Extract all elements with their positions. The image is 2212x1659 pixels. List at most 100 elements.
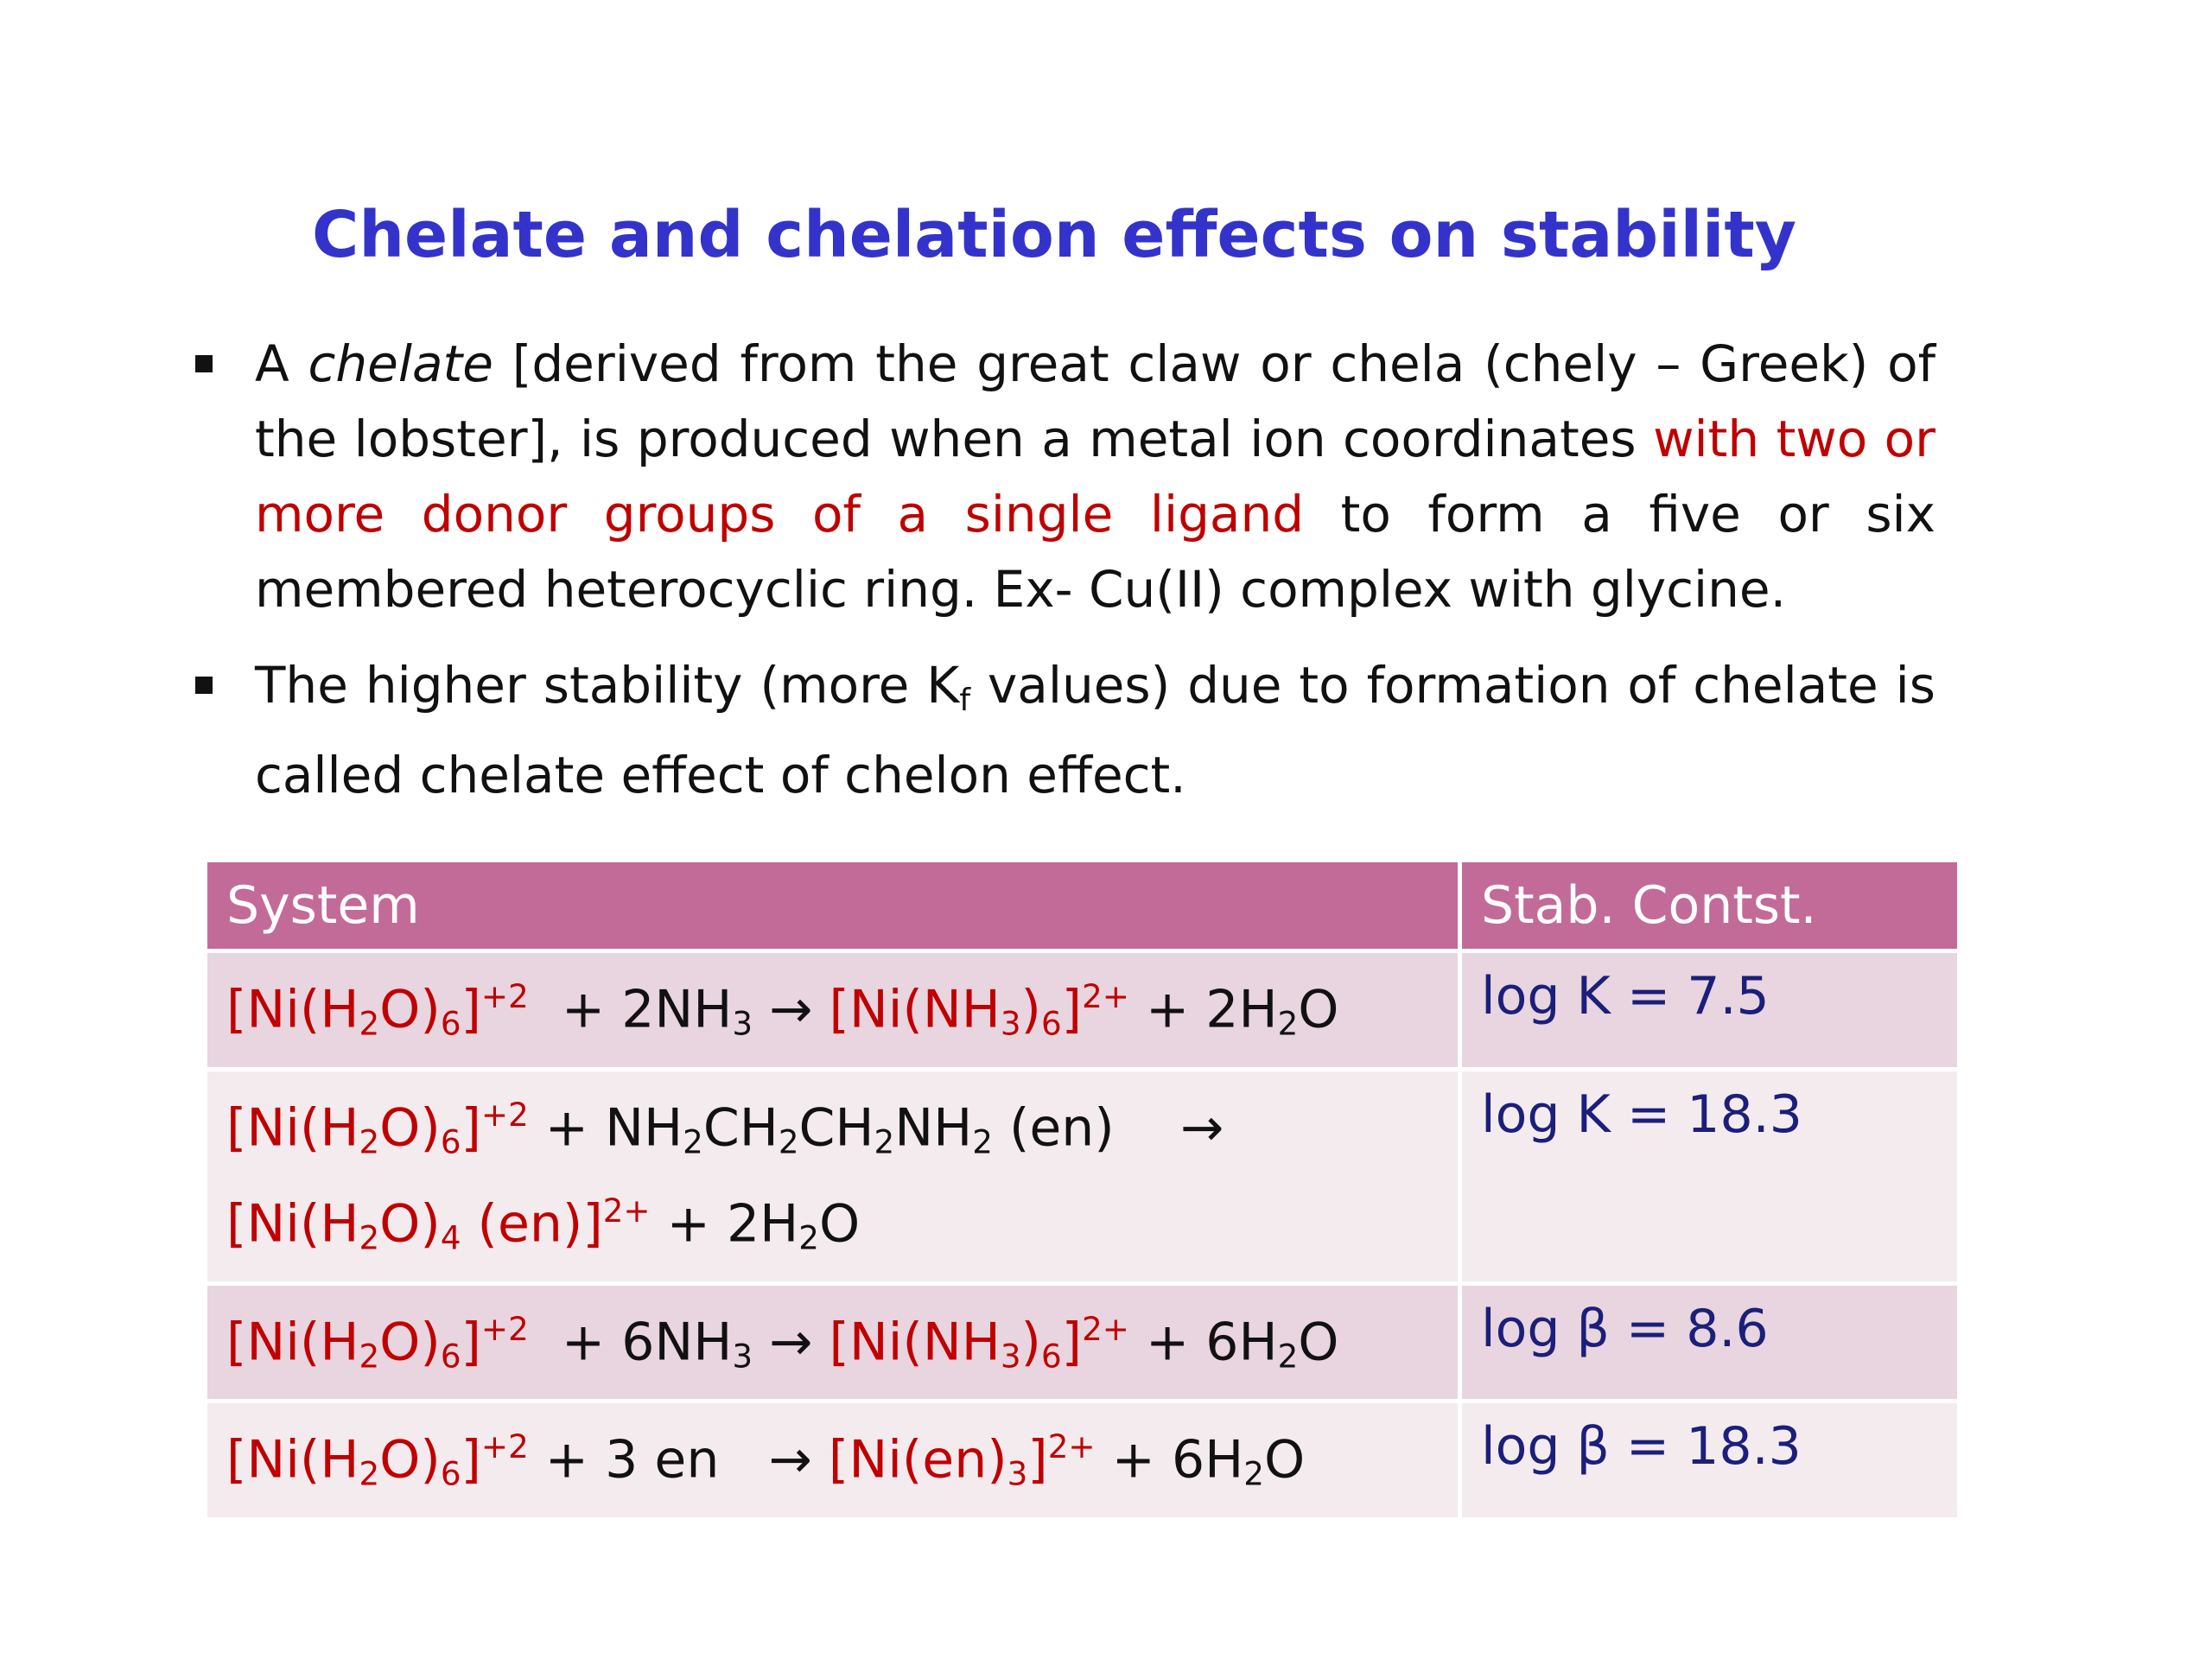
equation-subscript: 2 [778, 1122, 799, 1161]
equation-segment: ) [1020, 979, 1041, 1040]
equation-subscript: 2 [683, 1122, 703, 1161]
equation-subscript: 2 [874, 1122, 895, 1161]
equation-segment: ) [1020, 1312, 1041, 1373]
equation-segment: ] [461, 1429, 481, 1491]
equation-segment: [Ni(H [226, 1096, 359, 1158]
equation-subscript: 6 [1040, 1004, 1062, 1043]
equation-superscript: 2+ [1082, 977, 1129, 1015]
equation-segment: + 6H [1128, 1312, 1278, 1373]
equation-subscript: 6 [440, 1455, 461, 1494]
equation-subscript: 6 [440, 1122, 461, 1161]
equation-subscript: 3 [732, 1004, 753, 1043]
equation-segment: O [1298, 1312, 1339, 1373]
stability-constant: log K = 7.5 [1458, 949, 1961, 1071]
equation-subscript: 3 [1007, 1455, 1028, 1494]
equation-segment: + 6H [1095, 1429, 1244, 1491]
equation-segment: [Ni(NH [829, 979, 1001, 1040]
equation-segment: ] [461, 1096, 481, 1158]
equation-segment: → [753, 1312, 830, 1373]
square-bullet-icon [195, 677, 213, 694]
equation-superscript: 2+ [1082, 1309, 1129, 1348]
equation-segment: NH [894, 1096, 973, 1158]
equation-subscript: 2 [972, 1122, 993, 1161]
equation-segment: O) [379, 1193, 441, 1255]
bullet-text-pre: The higher stability (more K [255, 656, 960, 715]
equation-segment: [Ni(H [226, 1193, 359, 1255]
equation-segment: (en) → [992, 1096, 1224, 1158]
equation-segment: + 2NH [528, 979, 733, 1040]
kf-subscript: f [959, 682, 970, 718]
equation-segment: → [753, 979, 830, 1040]
bullet-text: A chelate [derived from the great claw o… [255, 327, 1936, 627]
equation-segment: O [818, 1193, 861, 1255]
equation-segment: ] [461, 1312, 481, 1373]
table-row: [Ni(H2O)6]+2 + NH2CH2CH2NH2 (en) → [Ni(H2… [203, 1066, 1961, 1286]
equation-subscript: 2 [798, 1218, 819, 1257]
equation-segment: O [1263, 1429, 1306, 1491]
equation-superscript: 2+ [602, 1192, 651, 1230]
equation-segment: + 3 en → [528, 1429, 829, 1491]
equation-segment: (en)] [461, 1193, 603, 1255]
bullet-list: A chelate [derived from the great claw o… [190, 327, 1936, 834]
equation-subscript: 2 [359, 1004, 380, 1043]
stability-constants-table: System Stab. Contst. [Ni(H2O)6]+2 + 2NH3… [203, 858, 1961, 1522]
equation-subscript: 2 [359, 1218, 380, 1257]
equation-subscript: 2 [1277, 1004, 1299, 1043]
equation-subscript: 3 [732, 1337, 753, 1376]
bullet-text-post: values) due to formation of chelate is c… [255, 656, 1936, 804]
equation-segment: O) [379, 1096, 441, 1158]
equation-segment: ] [1027, 1429, 1048, 1491]
bullet-chelate-definition: A chelate [derived from the great claw o… [190, 327, 1936, 627]
equation-segment: + 6NH [528, 1312, 733, 1373]
bullet-text: The higher stability (more Kf values) du… [255, 648, 1936, 813]
table-row: [Ni(H2O)6]+2 + 2NH3 → [Ni(NH3)6]2+ + 2H2… [203, 949, 1961, 1071]
equation-subscript: 6 [1040, 1337, 1062, 1376]
equation-segment: O) [379, 1312, 441, 1373]
bullet-text-pre: A [255, 334, 308, 393]
equation-superscript: 2+ [1047, 1427, 1096, 1466]
equation-segment: CH [798, 1096, 874, 1158]
equation-subscript: 3 [1000, 1337, 1021, 1376]
equation-segment: + 2H [650, 1193, 799, 1255]
system-equation: [Ni(H2O)6]+2 + 6NH3 → [Ni(NH3)6]2+ + 6H2… [203, 1281, 1462, 1404]
equation-segment: O [1298, 979, 1339, 1040]
system-equation: [Ni(H2O)6]+2 + NH2CH2CH2NH2 (en) → [Ni(H2… [203, 1066, 1462, 1286]
equation-superscript: +2 [480, 1427, 529, 1466]
equation-subscript: 2 [1277, 1337, 1299, 1376]
equation-segment: [Ni(NH [829, 1312, 1001, 1373]
equation-segment: [Ni(en) [828, 1429, 1007, 1491]
square-bullet-icon [195, 355, 213, 372]
equation-superscript: +2 [480, 1095, 529, 1134]
highlighted-phrase: with two or more donor groups of a singl… [255, 410, 1936, 543]
equation-segment: + 2H [1128, 979, 1278, 1040]
equation-segment: ] [1061, 1312, 1083, 1373]
bullet-text-post: to form a five or six membered heterocyc… [255, 485, 1936, 619]
bullet-text-mid: [derived from the great claw or chela (c… [255, 334, 1936, 468]
stability-constant: log K = 18.3 [1458, 1066, 1961, 1286]
equation-segment: [Ni(H [226, 1429, 359, 1491]
equation-segment: O) [379, 979, 441, 1040]
equation-subscript: 6 [440, 1004, 461, 1043]
system-equation: [Ni(H2O)6]+2 + 3 en → [Ni(en)3]2+ + 6H2O [203, 1399, 1462, 1522]
table-row: [Ni(H2O)6]+2 + 6NH3 → [Ni(NH3)6]2+ + 6H2… [203, 1281, 1961, 1404]
equation-segment: + NH [528, 1096, 683, 1158]
equation-subscript: 3 [1000, 1004, 1021, 1043]
header-stability-constant: Stab. Contst. [1458, 858, 1961, 953]
stability-constant: log β = 18.3 [1458, 1399, 1961, 1522]
slide-title: Chelate and chelation effects on stabili… [312, 197, 1796, 272]
equation-subscript: 2 [359, 1337, 380, 1376]
equation-subscript: 4 [440, 1218, 461, 1257]
equation-subscript: 2 [1243, 1455, 1264, 1494]
header-system: System [203, 858, 1462, 953]
equation-segment: O) [379, 1429, 441, 1491]
equation-subscript: 2 [359, 1122, 380, 1161]
equation-subscript: 2 [359, 1455, 380, 1494]
equation-segment: CH [702, 1096, 779, 1158]
equation-superscript: +2 [480, 977, 529, 1015]
chelate-term: chelate [308, 334, 493, 393]
stability-constant: log β = 8.6 [1458, 1281, 1961, 1404]
equation-segment: ] [461, 979, 481, 1040]
equation-segment: [Ni(H [226, 1312, 359, 1373]
table-header-row: System Stab. Contst. [203, 858, 1961, 953]
system-equation: [Ni(H2O)6]+2 + 2NH3 → [Ni(NH3)6]2+ + 2H2… [203, 949, 1462, 1071]
